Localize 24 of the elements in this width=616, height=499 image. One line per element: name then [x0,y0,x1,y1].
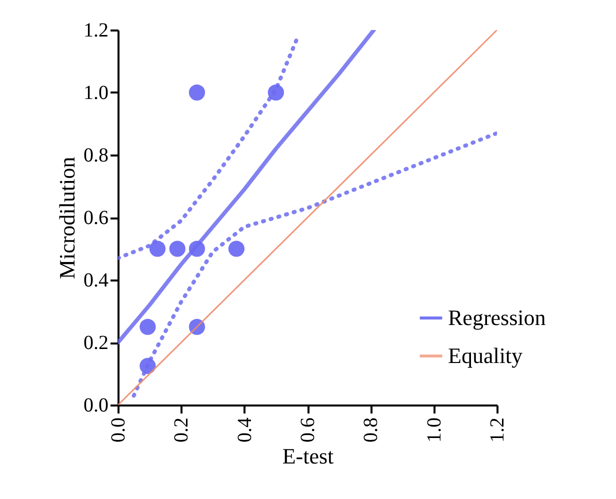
y-tick-label: 0.6 [84,207,108,229]
point [188,84,206,101]
point [169,240,186,257]
line-series [118,30,376,344]
legend-label: Regression [448,305,546,330]
x-tick-label: 0.2 [170,418,193,442]
point [228,240,244,257]
y-tick-label: 0.2 [84,332,108,354]
x-axis-title: E-test [282,444,334,468]
x-tick-label: 0.6 [297,418,319,442]
y-axis-title: Microdilution [54,156,80,280]
y-tick-label: 1.0 [84,82,108,104]
y-tick-label: 0.0 [84,394,108,416]
y-tick-label: 1.2 [84,20,108,42]
x-tick-label: 1.0 [423,418,446,442]
legend-label: Equality [448,343,523,368]
x-tick-label: 1.2 [486,418,508,442]
point [140,318,156,335]
x-tick-label: 0.8 [360,418,382,442]
y-tick-label: 0.4 [84,270,108,292]
point [149,240,166,257]
x-tick-label: 0.4 [234,418,256,442]
y-tick-label: 0.8 [84,144,108,166]
x-tick-label: 0.0 [108,418,130,442]
